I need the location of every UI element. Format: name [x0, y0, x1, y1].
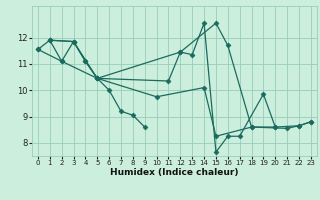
X-axis label: Humidex (Indice chaleur): Humidex (Indice chaleur)	[110, 168, 239, 177]
